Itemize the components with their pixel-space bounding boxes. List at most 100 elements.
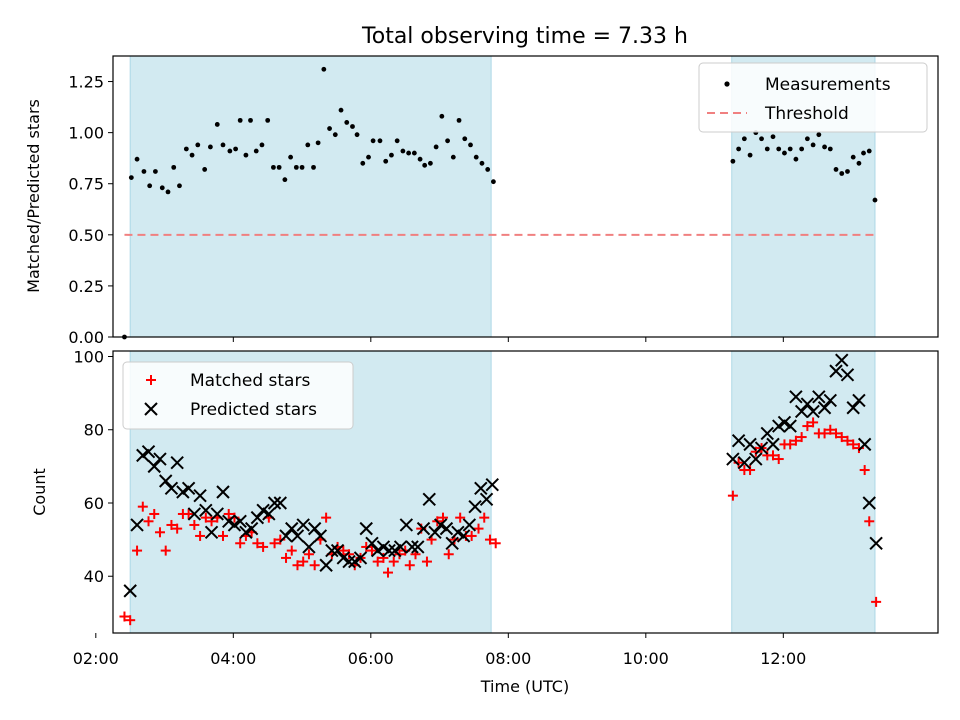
y-tick-label: 80 bbox=[84, 421, 104, 440]
predicted-point bbox=[416, 521, 431, 536]
matched-point bbox=[189, 519, 200, 530]
predicted-point bbox=[760, 426, 774, 441]
data-point bbox=[822, 144, 827, 150]
predicted-point bbox=[846, 401, 860, 415]
matched-point bbox=[790, 435, 801, 446]
matched-point bbox=[773, 454, 784, 465]
matched-point bbox=[321, 512, 332, 523]
matched-point bbox=[383, 567, 393, 578]
matched-point bbox=[309, 560, 320, 571]
matched-point bbox=[269, 538, 280, 549]
matched-point bbox=[303, 549, 314, 560]
matched-point bbox=[455, 512, 466, 523]
matched-point bbox=[258, 541, 269, 552]
matched-point bbox=[154, 527, 165, 538]
data-point bbox=[265, 117, 271, 123]
data-point bbox=[305, 142, 311, 148]
predicted-point bbox=[445, 536, 459, 550]
data-point bbox=[366, 154, 371, 160]
data-point bbox=[804, 136, 810, 142]
data-point bbox=[227, 148, 233, 154]
data-point bbox=[195, 142, 201, 148]
predicted-point bbox=[817, 401, 832, 415]
predicted-point bbox=[428, 525, 442, 539]
predicted-point bbox=[456, 529, 471, 543]
predicted-point bbox=[794, 404, 809, 419]
predicted-point bbox=[823, 393, 837, 408]
legend-matched-label: Matched stars bbox=[190, 371, 310, 391]
legend-matched-marker bbox=[146, 375, 156, 385]
legend-predicted-marker bbox=[144, 402, 158, 416]
predicted-point bbox=[411, 540, 425, 554]
predicted-point bbox=[353, 551, 368, 565]
predicted-point bbox=[829, 364, 843, 378]
data-point bbox=[253, 148, 259, 154]
matched-point bbox=[819, 428, 830, 439]
data-point bbox=[741, 136, 747, 142]
matched-point bbox=[281, 552, 292, 563]
data-point bbox=[433, 144, 439, 150]
matched-point bbox=[388, 556, 399, 567]
y-tick-label: 0.25 bbox=[68, 277, 104, 296]
matched-point bbox=[298, 556, 309, 567]
data-point bbox=[134, 156, 140, 162]
predicted-point bbox=[726, 452, 740, 466]
data-point bbox=[736, 146, 742, 152]
predicted-point bbox=[141, 445, 156, 459]
data-point bbox=[764, 146, 770, 152]
data-point bbox=[456, 117, 462, 123]
data-point bbox=[276, 164, 282, 170]
data-point bbox=[327, 126, 332, 131]
predicted-point bbox=[462, 518, 477, 532]
data-point bbox=[293, 164, 299, 170]
predicted-point bbox=[439, 521, 454, 536]
predicted-point bbox=[835, 353, 849, 367]
predicted-point bbox=[812, 390, 826, 404]
data-point bbox=[839, 171, 845, 176]
matched-point bbox=[372, 556, 383, 567]
top-panel: 0.00 0.25 0.50 0.75 1.00 1.25 Matched/Predict… bbox=[24, 55, 939, 347]
y-tick-label: 100 bbox=[73, 347, 104, 366]
matched-point bbox=[218, 530, 228, 541]
data-point bbox=[207, 144, 213, 150]
predicted-point bbox=[216, 485, 230, 499]
matched-point bbox=[438, 512, 448, 523]
x-tick-label: 08:00 bbox=[485, 649, 531, 668]
data-point bbox=[248, 117, 253, 123]
data-point bbox=[350, 124, 355, 129]
matched-point bbox=[808, 417, 819, 428]
matched-point bbox=[200, 512, 211, 523]
matched-point bbox=[125, 615, 136, 626]
data-point bbox=[159, 185, 165, 191]
data-point bbox=[400, 148, 406, 154]
data-point bbox=[730, 158, 736, 164]
predicted-point bbox=[731, 434, 746, 448]
data-point bbox=[141, 169, 147, 174]
data-point bbox=[861, 150, 866, 156]
bottom-legend: Matched stars Predicted stars bbox=[122, 361, 354, 430]
predicted-point bbox=[737, 455, 752, 470]
x-tick-label: 02:00 bbox=[73, 649, 119, 668]
data-point bbox=[321, 66, 327, 72]
predicted-point bbox=[393, 540, 408, 554]
data-point bbox=[243, 152, 249, 158]
predicted-point bbox=[244, 521, 259, 536]
matched-point bbox=[443, 549, 454, 560]
matched-point bbox=[871, 596, 882, 607]
predicted-point bbox=[199, 503, 213, 518]
data-point bbox=[354, 132, 360, 138]
predicted-point bbox=[862, 496, 876, 510]
matched-point bbox=[143, 516, 154, 527]
bottom-panel: 02:00 04:00 06:00 08:00 10:00 12:00 40 60 80 100… bbox=[30, 347, 939, 696]
matched-point bbox=[864, 516, 875, 527]
data-point bbox=[462, 136, 468, 142]
data-point bbox=[389, 152, 394, 158]
predicted-point bbox=[319, 558, 333, 572]
predicted-point bbox=[382, 543, 396, 558]
data-point bbox=[259, 142, 265, 148]
data-point bbox=[220, 142, 226, 148]
predicted-point bbox=[153, 452, 167, 466]
chart-title: Total observing time = 7.33 h bbox=[361, 24, 688, 49]
matched-point bbox=[286, 545, 297, 556]
